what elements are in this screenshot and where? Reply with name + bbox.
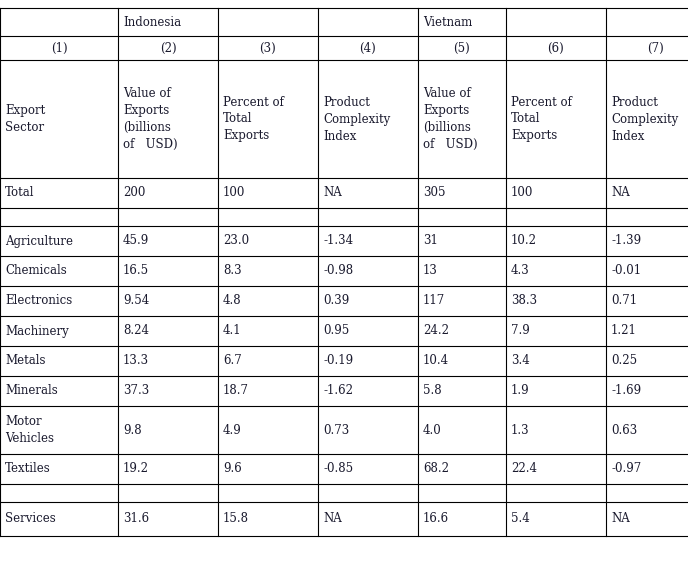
Text: Chemicals: Chemicals (5, 264, 67, 277)
Text: Percent of
Total
Exports: Percent of Total Exports (223, 95, 284, 142)
Text: Services: Services (5, 513, 56, 526)
Text: 0.39: 0.39 (323, 294, 350, 307)
Text: Electronics: Electronics (5, 294, 72, 307)
Text: 1.9: 1.9 (511, 384, 530, 397)
Text: 8.24: 8.24 (123, 324, 149, 337)
Text: -1.39: -1.39 (611, 235, 641, 248)
Text: Total: Total (5, 187, 34, 200)
Text: 4.3: 4.3 (511, 264, 530, 277)
Text: 31: 31 (423, 235, 438, 248)
Text: Vietnam: Vietnam (423, 15, 472, 28)
Text: 7.9: 7.9 (511, 324, 530, 337)
Text: Indonesia: Indonesia (123, 15, 181, 28)
Text: -1.62: -1.62 (323, 384, 353, 397)
Text: (6): (6) (548, 41, 564, 54)
Text: 31.6: 31.6 (123, 513, 149, 526)
Text: 4.9: 4.9 (223, 424, 241, 437)
Text: NA: NA (611, 187, 630, 200)
Text: -0.19: -0.19 (323, 354, 353, 367)
Text: 3.4: 3.4 (511, 354, 530, 367)
Text: 22.4: 22.4 (511, 463, 537, 476)
Text: (2): (2) (160, 41, 176, 54)
Text: 100: 100 (511, 187, 533, 200)
Text: 5.8: 5.8 (423, 384, 442, 397)
Text: Textiles: Textiles (5, 463, 51, 476)
Text: 117: 117 (423, 294, 445, 307)
Text: 16.5: 16.5 (123, 264, 149, 277)
Text: 15.8: 15.8 (223, 513, 249, 526)
Text: 38.3: 38.3 (511, 294, 537, 307)
Text: Motor
Vehicles: Motor Vehicles (5, 415, 54, 445)
Text: 0.95: 0.95 (323, 324, 350, 337)
Text: Product
Complexity
Index: Product Complexity Index (323, 95, 390, 142)
Text: 4.1: 4.1 (223, 324, 241, 337)
Text: 1.21: 1.21 (611, 324, 637, 337)
Text: 200: 200 (123, 187, 145, 200)
Text: 16.6: 16.6 (423, 513, 449, 526)
Text: 5.4: 5.4 (511, 513, 530, 526)
Text: (1): (1) (51, 41, 67, 54)
Text: -0.85: -0.85 (323, 463, 353, 476)
Text: (7): (7) (647, 41, 665, 54)
Text: 13.3: 13.3 (123, 354, 149, 367)
Text: 1.3: 1.3 (511, 424, 530, 437)
Text: 37.3: 37.3 (123, 384, 149, 397)
Text: -0.97: -0.97 (611, 463, 641, 476)
Text: 0.63: 0.63 (611, 424, 637, 437)
Text: Product
Complexity
Index: Product Complexity Index (611, 95, 678, 142)
Text: 0.71: 0.71 (611, 294, 637, 307)
Text: -1.34: -1.34 (323, 235, 353, 248)
Text: -0.98: -0.98 (323, 264, 353, 277)
Text: 10.2: 10.2 (511, 235, 537, 248)
Text: (5): (5) (453, 41, 471, 54)
Text: 9.6: 9.6 (223, 463, 241, 476)
Text: 24.2: 24.2 (423, 324, 449, 337)
Text: -0.01: -0.01 (611, 264, 641, 277)
Text: 68.2: 68.2 (423, 463, 449, 476)
Text: (4): (4) (360, 41, 376, 54)
Text: 13: 13 (423, 264, 438, 277)
Text: 19.2: 19.2 (123, 463, 149, 476)
Text: Export
Sector: Export Sector (5, 104, 45, 134)
Text: Minerals: Minerals (5, 384, 58, 397)
Text: Metals: Metals (5, 354, 45, 367)
Text: 9.54: 9.54 (123, 294, 149, 307)
Text: 100: 100 (223, 187, 246, 200)
Text: Value of
Exports
(billions
of   USD): Value of Exports (billions of USD) (123, 87, 178, 151)
Text: 4.8: 4.8 (223, 294, 241, 307)
Text: 9.8: 9.8 (123, 424, 142, 437)
Text: 6.7: 6.7 (223, 354, 241, 367)
Text: 305: 305 (423, 187, 446, 200)
Text: -1.69: -1.69 (611, 384, 641, 397)
Text: (3): (3) (259, 41, 277, 54)
Text: Machinery: Machinery (5, 324, 69, 337)
Text: NA: NA (323, 187, 342, 200)
Text: Percent of
Total
Exports: Percent of Total Exports (511, 95, 572, 142)
Text: 18.7: 18.7 (223, 384, 249, 397)
Text: 0.73: 0.73 (323, 424, 350, 437)
Text: 23.0: 23.0 (223, 235, 249, 248)
Text: 0.25: 0.25 (611, 354, 637, 367)
Text: 10.4: 10.4 (423, 354, 449, 367)
Text: NA: NA (611, 513, 630, 526)
Text: 4.0: 4.0 (423, 424, 442, 437)
Text: Value of
Exports
(billions
of   USD): Value of Exports (billions of USD) (423, 87, 477, 151)
Text: NA: NA (323, 513, 342, 526)
Text: 45.9: 45.9 (123, 235, 149, 248)
Text: 8.3: 8.3 (223, 264, 241, 277)
Text: Agriculture: Agriculture (5, 235, 73, 248)
